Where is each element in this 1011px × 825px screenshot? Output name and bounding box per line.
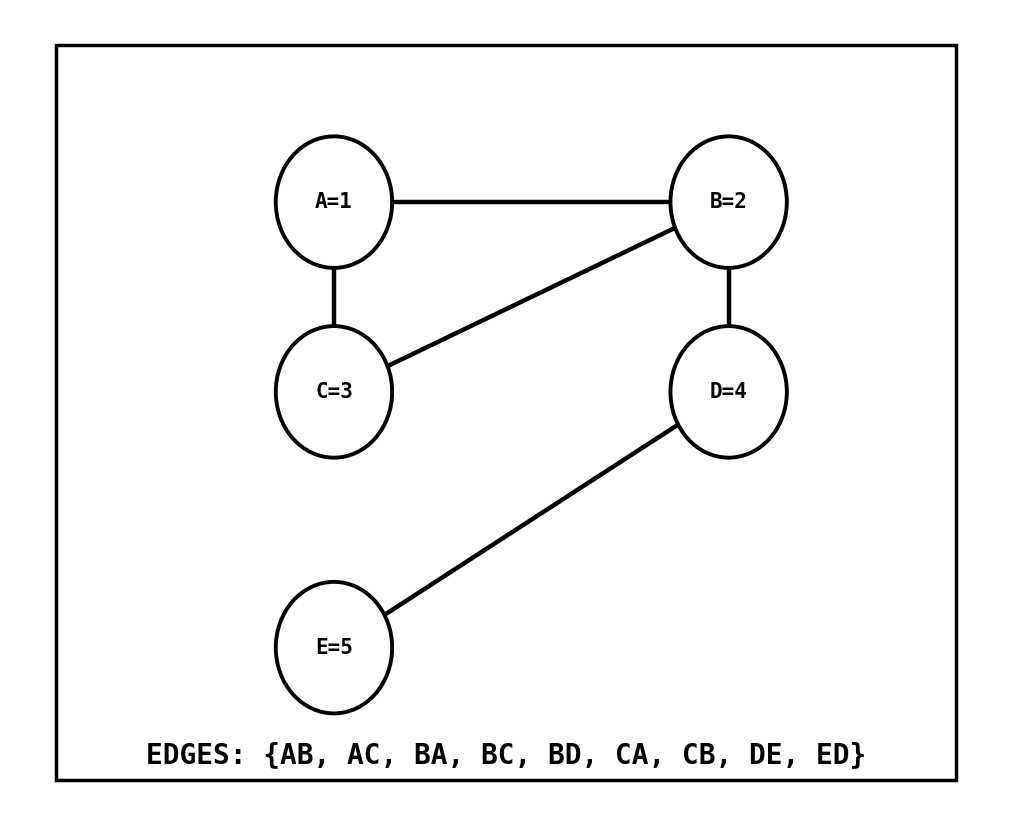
Text: A=1: A=1	[314, 192, 353, 212]
Ellipse shape	[669, 326, 787, 458]
Ellipse shape	[275, 582, 392, 714]
FancyBboxPatch shape	[56, 45, 955, 780]
Text: EDGES: {AB, AC, BA, BC, BD, CA, CB, DE, ED}: EDGES: {AB, AC, BA, BC, BD, CA, CB, DE, …	[146, 741, 865, 769]
Text: E=5: E=5	[314, 638, 353, 658]
Text: D=4: D=4	[709, 382, 747, 402]
Text: B=2: B=2	[709, 192, 747, 212]
Ellipse shape	[275, 326, 392, 458]
Text: C=3: C=3	[314, 382, 353, 402]
Ellipse shape	[669, 136, 787, 268]
Ellipse shape	[275, 136, 392, 268]
